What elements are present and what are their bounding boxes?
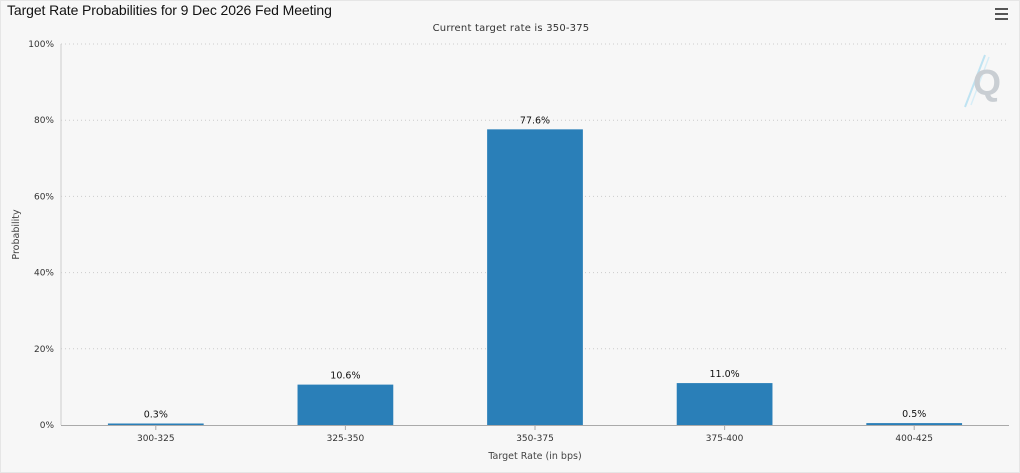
x-tick-label: 375-400 (706, 434, 744, 444)
x-tick-label: 350-375 (516, 434, 554, 444)
y-tick-label: 60% (34, 192, 54, 202)
bar-350-375[interactable] (487, 129, 583, 425)
data-label: 77.6% (520, 115, 550, 126)
bar-300-325[interactable] (107, 423, 204, 426)
hamburger-menu-icon[interactable] (993, 5, 1011, 23)
y-tick-label: 0% (40, 421, 55, 431)
data-label: 11.0% (710, 369, 740, 380)
x-axis-title: Target Rate (in bps) (487, 451, 581, 462)
x-tick-label: 400-425 (895, 434, 933, 444)
y-tick-label: 80% (34, 116, 54, 126)
bar-325-350[interactable] (297, 384, 394, 425)
y-tick-label: 100% (28, 40, 54, 50)
chart-subtitle: Current target rate is 350-375 (432, 23, 590, 34)
bar-375-400[interactable] (676, 383, 773, 425)
data-label: 0.3% (144, 410, 168, 421)
bar-400-425[interactable] (866, 423, 963, 425)
y-tick-label: 20% (34, 345, 54, 355)
chart-title: Target Rate Probabilities for 9 Dec 2026… (7, 2, 332, 18)
svg-text:Q: Q (973, 62, 1001, 103)
quikstrike-logo-icon: Q (964, 54, 1001, 108)
x-tick-label: 325-350 (327, 434, 365, 444)
data-label: 10.6% (330, 371, 360, 382)
y-tick-label: 40% (34, 269, 54, 279)
data-label: 0.5% (902, 409, 926, 420)
x-tick-label: 300-325 (137, 434, 175, 444)
y-axis-title: Probability (11, 209, 22, 260)
